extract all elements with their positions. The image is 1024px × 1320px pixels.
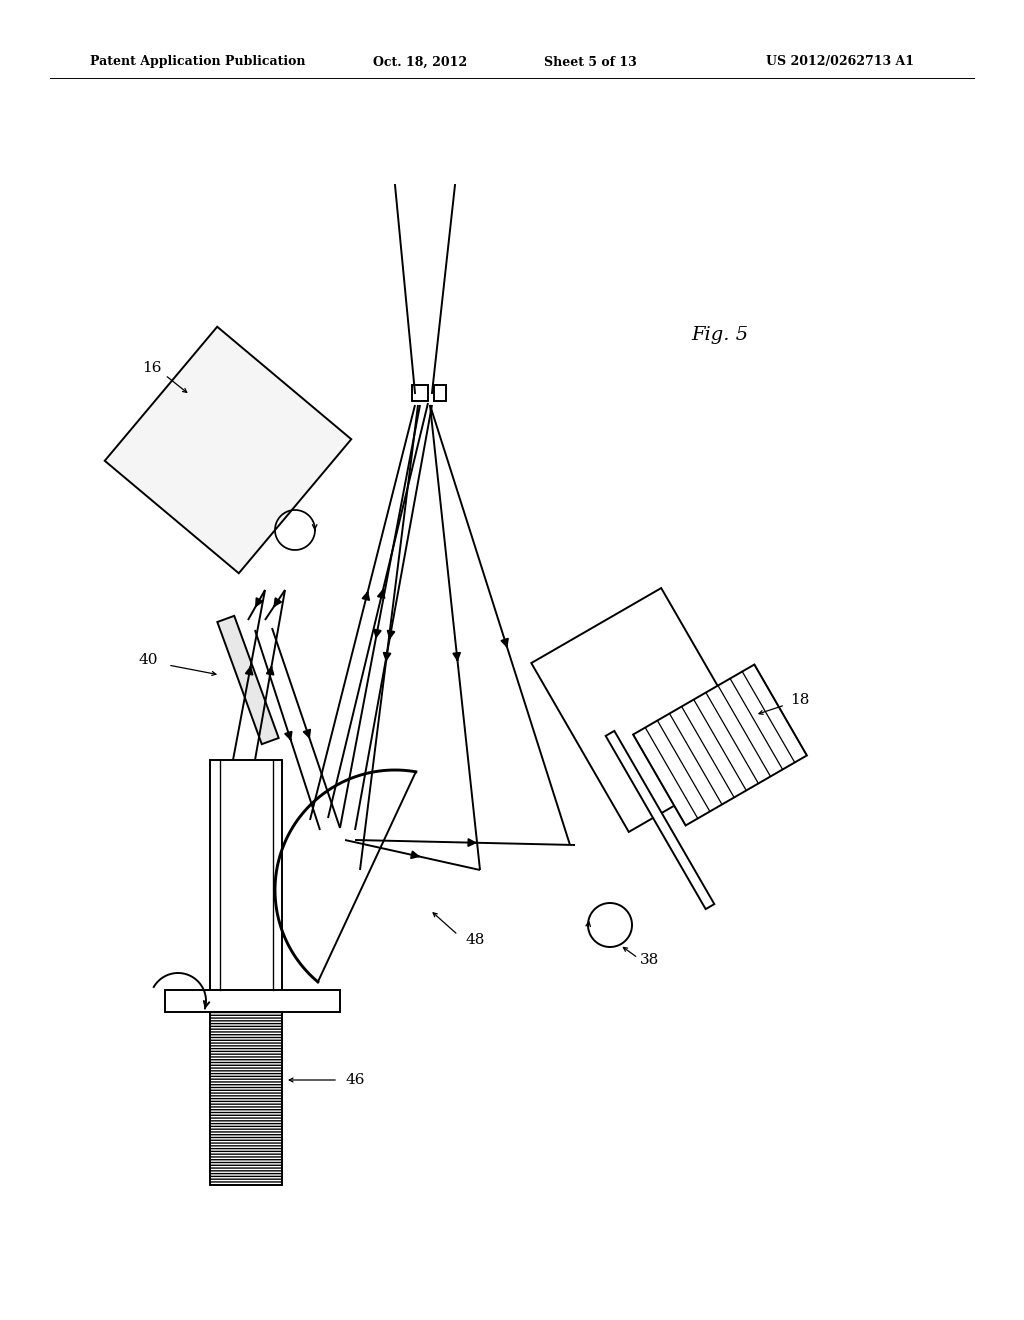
Bar xyxy=(165,990,340,1012)
Polygon shape xyxy=(531,589,759,832)
Text: Patent Application Publication: Patent Application Publication xyxy=(90,55,305,69)
Text: Oct. 18, 2012: Oct. 18, 2012 xyxy=(373,55,467,69)
Text: 18: 18 xyxy=(790,693,809,708)
Text: 38: 38 xyxy=(640,953,659,968)
Polygon shape xyxy=(104,327,351,573)
Polygon shape xyxy=(633,664,807,825)
Polygon shape xyxy=(605,731,715,909)
Bar xyxy=(434,385,446,401)
Text: 48: 48 xyxy=(465,933,484,946)
Bar xyxy=(210,760,282,990)
Bar xyxy=(412,385,428,401)
Text: 40: 40 xyxy=(138,653,158,667)
Text: 46: 46 xyxy=(345,1073,365,1086)
Polygon shape xyxy=(217,616,279,744)
Text: US 2012/0262713 A1: US 2012/0262713 A1 xyxy=(766,55,914,69)
Text: Sheet 5 of 13: Sheet 5 of 13 xyxy=(544,55,636,69)
Text: 16: 16 xyxy=(142,360,162,375)
Text: Fig. 5: Fig. 5 xyxy=(691,326,749,345)
Bar xyxy=(210,1012,282,1185)
